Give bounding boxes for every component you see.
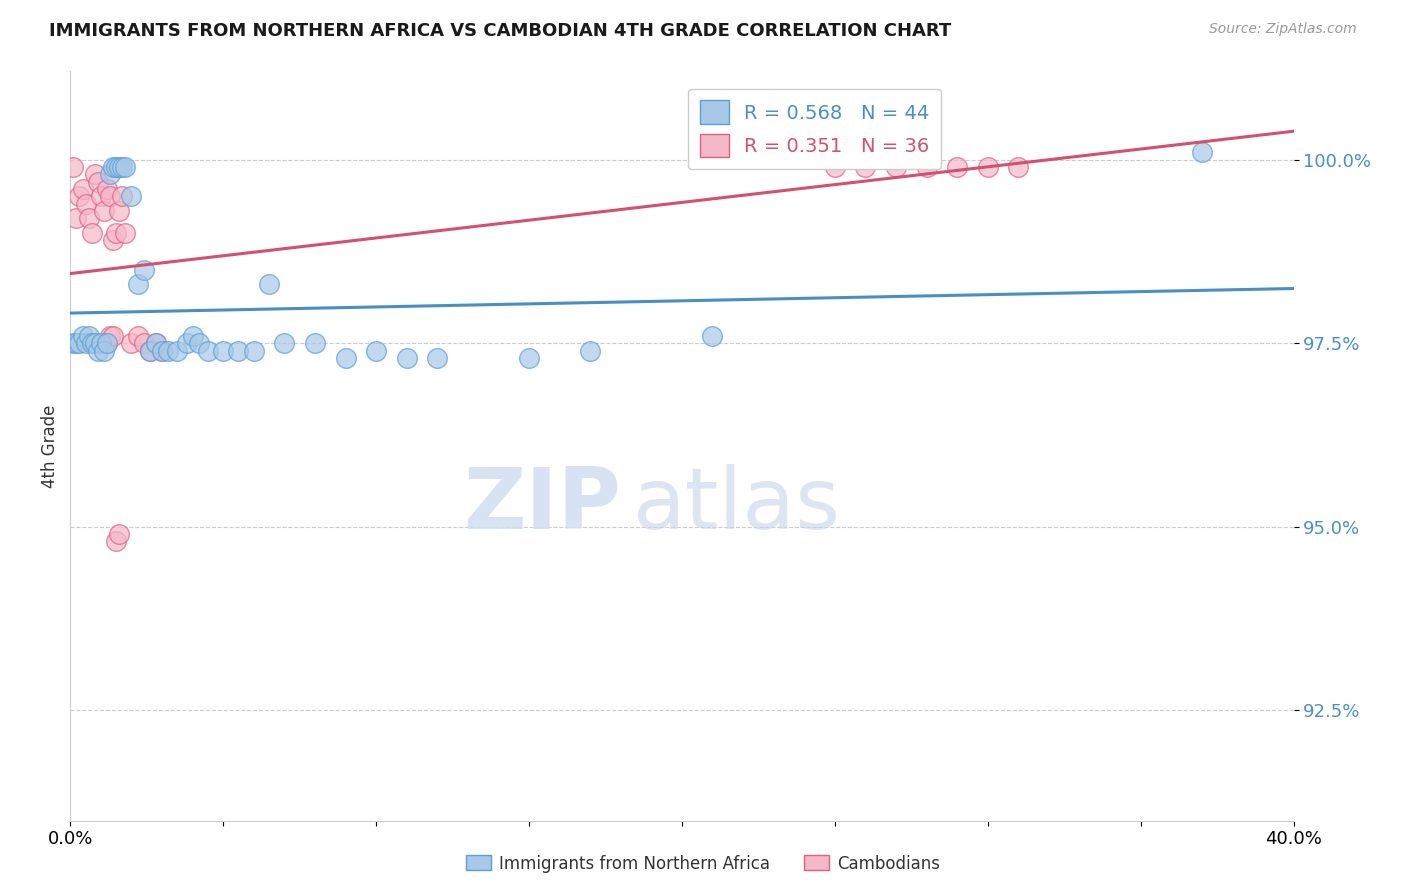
Point [166,343,188,358]
Point [127,328,149,343]
Point [121,336,143,351]
Point [105,160,128,174]
Point [65,211,87,226]
Point [96,182,118,196]
Point [90,336,112,351]
Point [946,160,969,174]
Point [579,343,602,358]
Point [366,343,388,358]
Point [228,343,250,358]
Point [884,160,907,174]
Point [273,336,295,351]
Point [426,351,449,365]
Point [517,351,540,365]
Point [111,160,134,174]
Point [96,336,118,351]
Point [197,343,219,358]
Point [176,336,198,351]
Point [101,233,124,247]
Point [127,277,149,292]
Point [108,527,131,541]
Point [72,328,94,343]
Point [145,336,167,351]
Point [90,189,112,203]
Point [855,160,877,174]
Point [257,277,280,292]
Point [98,189,121,203]
Point [83,167,105,181]
Point [96,336,118,351]
Point [108,160,131,174]
Point [111,189,134,203]
Point [62,336,84,351]
Point [915,160,938,174]
Point [150,343,173,358]
Point [304,336,326,351]
Point [77,328,100,343]
Point [105,226,128,240]
Point [69,189,91,203]
Point [157,343,180,358]
Point [132,262,155,277]
Legend: R = 0.568   N = 44, R = 0.351   N = 36: R = 0.568 N = 44, R = 0.351 N = 36 [688,88,941,169]
Point [187,336,209,351]
Point [98,328,121,343]
Text: IMMIGRANTS FROM NORTHERN AFRICA VS CAMBODIAN 4TH GRADE CORRELATION CHART: IMMIGRANTS FROM NORTHERN AFRICA VS CAMBO… [49,22,952,40]
Point [80,226,103,240]
Text: atlas: atlas [633,465,841,548]
Point [80,336,103,351]
Point [65,336,87,351]
Point [395,351,418,365]
Point [62,160,84,174]
Point [132,336,155,351]
Point [121,189,143,203]
Point [335,351,357,365]
Point [114,160,136,174]
Point [139,343,162,358]
Point [150,343,173,358]
Y-axis label: 4th Grade: 4th Grade [41,404,59,488]
Point [72,182,94,196]
Point [1007,160,1029,174]
Point [243,343,266,358]
Point [93,203,115,218]
Text: ZIP: ZIP [463,465,621,548]
Point [101,160,124,174]
Point [1191,145,1213,160]
Point [87,343,110,358]
Point [976,160,998,174]
Point [181,328,204,343]
Point [77,211,100,226]
Point [101,328,124,343]
Point [108,203,131,218]
Point [145,336,167,351]
Point [105,534,128,549]
Text: Source: ZipAtlas.com: Source: ZipAtlas.com [1209,22,1357,37]
Point [87,175,110,189]
Point [98,167,121,181]
Point [75,196,97,211]
Point [83,336,105,351]
Point [75,336,97,351]
Point [212,343,235,358]
Point [824,160,846,174]
Legend: Immigrants from Northern Africa, Cambodians: Immigrants from Northern Africa, Cambodi… [460,848,946,880]
Point [69,336,91,351]
Point [139,343,162,358]
Point [702,328,724,343]
Point [114,226,136,240]
Point [93,343,115,358]
